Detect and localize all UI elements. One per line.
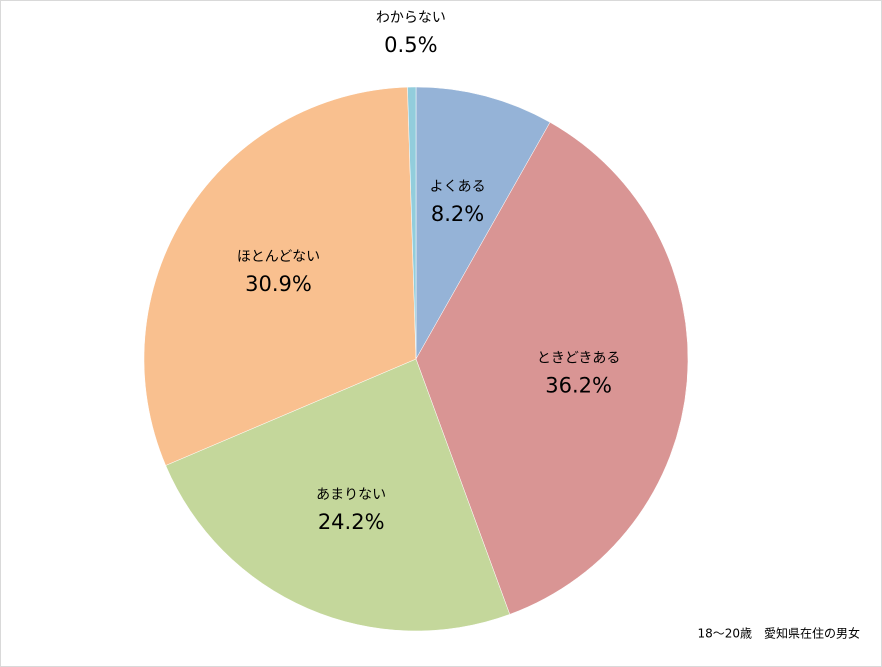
slice-name: わからない: [376, 10, 446, 26]
slice-label: 24.2%: [318, 510, 385, 534]
slice-label: 30.9%: [245, 272, 312, 296]
slice-name: ほとんどない: [237, 249, 320, 265]
slice-name: あまりない: [316, 487, 386, 503]
pie-slice: [415, 121, 689, 615]
pie-slice: [143, 86, 417, 466]
pie-slice: [415, 86, 551, 360]
slice-label: 36.2%: [545, 373, 612, 397]
slice-label: 8.2%: [431, 202, 484, 226]
note: 18～20歳 愛知県在住の男女: [697, 626, 860, 641]
slice-name: ときどきある: [537, 350, 621, 366]
pie-slice: [165, 358, 511, 632]
slice-label: 0.5%: [384, 33, 437, 57]
pie-slice: [407, 86, 417, 360]
slice-name: よくある: [430, 179, 486, 195]
